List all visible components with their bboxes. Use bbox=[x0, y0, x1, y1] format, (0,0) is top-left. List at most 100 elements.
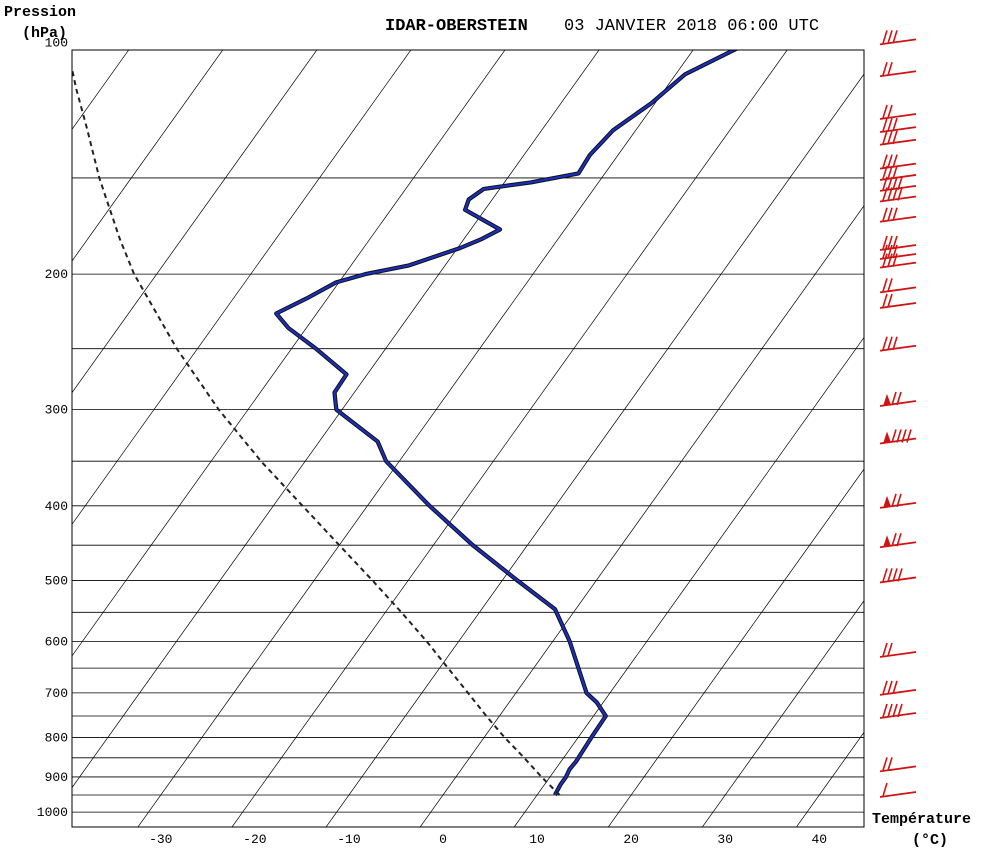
wind-barb-tick bbox=[892, 30, 898, 44]
wind-barb-tick bbox=[892, 244, 898, 259]
x-tick-labels: -30 -20 -10 0 10 20 30 40 bbox=[149, 832, 827, 847]
wind-barb bbox=[879, 429, 917, 445]
wind-barb-tick bbox=[882, 642, 888, 657]
wind-barb bbox=[879, 104, 917, 120]
wind-barb-tick bbox=[887, 117, 893, 132]
isotherm-line bbox=[72, 50, 318, 394]
wind-barb-tick bbox=[892, 568, 898, 582]
wind-barb-tick bbox=[882, 336, 888, 350]
y-axis-label: Pression bbox=[4, 4, 76, 21]
x-tick-label: 10 bbox=[529, 832, 545, 847]
y-tick-label: 300 bbox=[45, 403, 68, 418]
wind-barb-tick bbox=[897, 176, 903, 191]
chart-subtitle: 03 JANVIER 2018 06:00 UTC bbox=[564, 17, 819, 36]
wind-barb-tick bbox=[887, 568, 893, 582]
wind-barb-tick bbox=[892, 154, 898, 168]
wind-barb-tick bbox=[892, 703, 898, 718]
x-tick-label: 0 bbox=[439, 832, 447, 847]
wind-barb-tick bbox=[882, 253, 888, 267]
wind-barb-tick bbox=[892, 235, 898, 250]
wind-barb bbox=[879, 782, 917, 798]
wind-barb-tick bbox=[891, 429, 897, 443]
isotherm-line bbox=[607, 468, 864, 827]
wind-barb-tick bbox=[892, 680, 898, 695]
grid-layer bbox=[72, 50, 864, 827]
isotherm-line bbox=[701, 600, 864, 827]
wind-barb-tick bbox=[887, 680, 893, 695]
y-tick-label: 100 bbox=[45, 35, 68, 50]
wind-barb bbox=[879, 703, 917, 719]
wind-barb-tick bbox=[882, 680, 888, 695]
wind-barb bbox=[879, 253, 917, 269]
y-tick-label: 800 bbox=[45, 731, 68, 746]
wind-barb-tick bbox=[882, 165, 888, 180]
wind-barb-tick bbox=[896, 429, 902, 443]
y-tick-labels: 100 200 300 400 500 600 700 800 900 1000 bbox=[37, 35, 68, 820]
wind-barb-tick bbox=[892, 253, 898, 267]
wind-barb-tick bbox=[882, 154, 888, 168]
chart-title: IDAR-OBERSTEIN bbox=[385, 17, 528, 36]
wind-barb-shaft bbox=[879, 765, 917, 773]
wind-barb-pennant bbox=[883, 394, 891, 407]
wind-barb-tick bbox=[892, 176, 898, 191]
wind-barb-tick bbox=[887, 642, 893, 657]
wind-barb bbox=[879, 278, 917, 294]
wind-barb-tick bbox=[897, 568, 903, 582]
y-tick-label: 200 bbox=[45, 267, 68, 282]
wind-barb-pennant bbox=[883, 495, 891, 508]
wind-barb-tick bbox=[882, 117, 888, 132]
wind-barb-tick bbox=[887, 130, 893, 144]
plot-frame bbox=[71, 49, 865, 828]
wind-barb-tick bbox=[887, 154, 893, 168]
y-tick-label: 700 bbox=[45, 686, 68, 701]
wind-barb-tick bbox=[891, 391, 897, 406]
wind-barb-tick bbox=[896, 391, 902, 406]
wind-barb-shaft bbox=[879, 261, 917, 269]
wind-barb-tick bbox=[887, 703, 893, 718]
wind-barb-tick bbox=[892, 187, 898, 201]
wind-barb-tick bbox=[882, 568, 888, 582]
wind-barb-shaft bbox=[879, 215, 917, 223]
wind-barb-tick bbox=[892, 165, 898, 180]
isotherm-line bbox=[72, 50, 224, 262]
wind-barb-shaft bbox=[879, 689, 917, 696]
wind-barb-tick bbox=[887, 278, 893, 292]
wind-barb bbox=[879, 293, 917, 309]
wind-barb-tick bbox=[887, 62, 893, 76]
x-tick-label: -20 bbox=[243, 832, 266, 847]
wind-barb-shaft bbox=[879, 344, 917, 352]
wind-barb-tick bbox=[906, 429, 912, 443]
wind-barb-tick bbox=[891, 493, 897, 508]
series-layer bbox=[72, 50, 739, 797]
wind-barb-tick bbox=[882, 187, 888, 201]
wind-barb-tick bbox=[882, 104, 888, 119]
wind-barb-tick bbox=[887, 253, 893, 267]
wind-barb-shaft bbox=[879, 38, 917, 46]
y-tick-label: 500 bbox=[45, 573, 68, 588]
wind-barb-shaft bbox=[879, 138, 917, 146]
wind-barb-tick bbox=[882, 130, 888, 144]
wind-barb bbox=[879, 642, 917, 658]
isotherm-line bbox=[72, 50, 506, 657]
wind-barb-tick bbox=[887, 244, 893, 259]
y-tick-label: 600 bbox=[45, 634, 68, 649]
wind-barb-shaft bbox=[879, 791, 917, 798]
wind-barb-tick bbox=[896, 493, 902, 508]
wind-barb-tick bbox=[892, 130, 898, 144]
wind-barb-tick bbox=[897, 703, 903, 718]
wind-barb-tick bbox=[887, 235, 893, 250]
wind-barb-shaft bbox=[879, 286, 917, 294]
wind-barb-tick bbox=[887, 757, 893, 771]
wind-barb-shaft bbox=[879, 302, 917, 309]
wind-barb-tick bbox=[887, 30, 893, 44]
wind-barb-tick bbox=[901, 429, 907, 443]
x-tick-label: -30 bbox=[149, 832, 172, 847]
series-line-0 bbox=[275, 50, 737, 796]
wind-barb-shaft bbox=[879, 651, 917, 658]
wind-barb-tick bbox=[887, 104, 893, 119]
x-tick-label: 40 bbox=[811, 832, 827, 847]
wind-barb bbox=[879, 62, 917, 78]
y-tick-label: 1000 bbox=[37, 805, 68, 820]
